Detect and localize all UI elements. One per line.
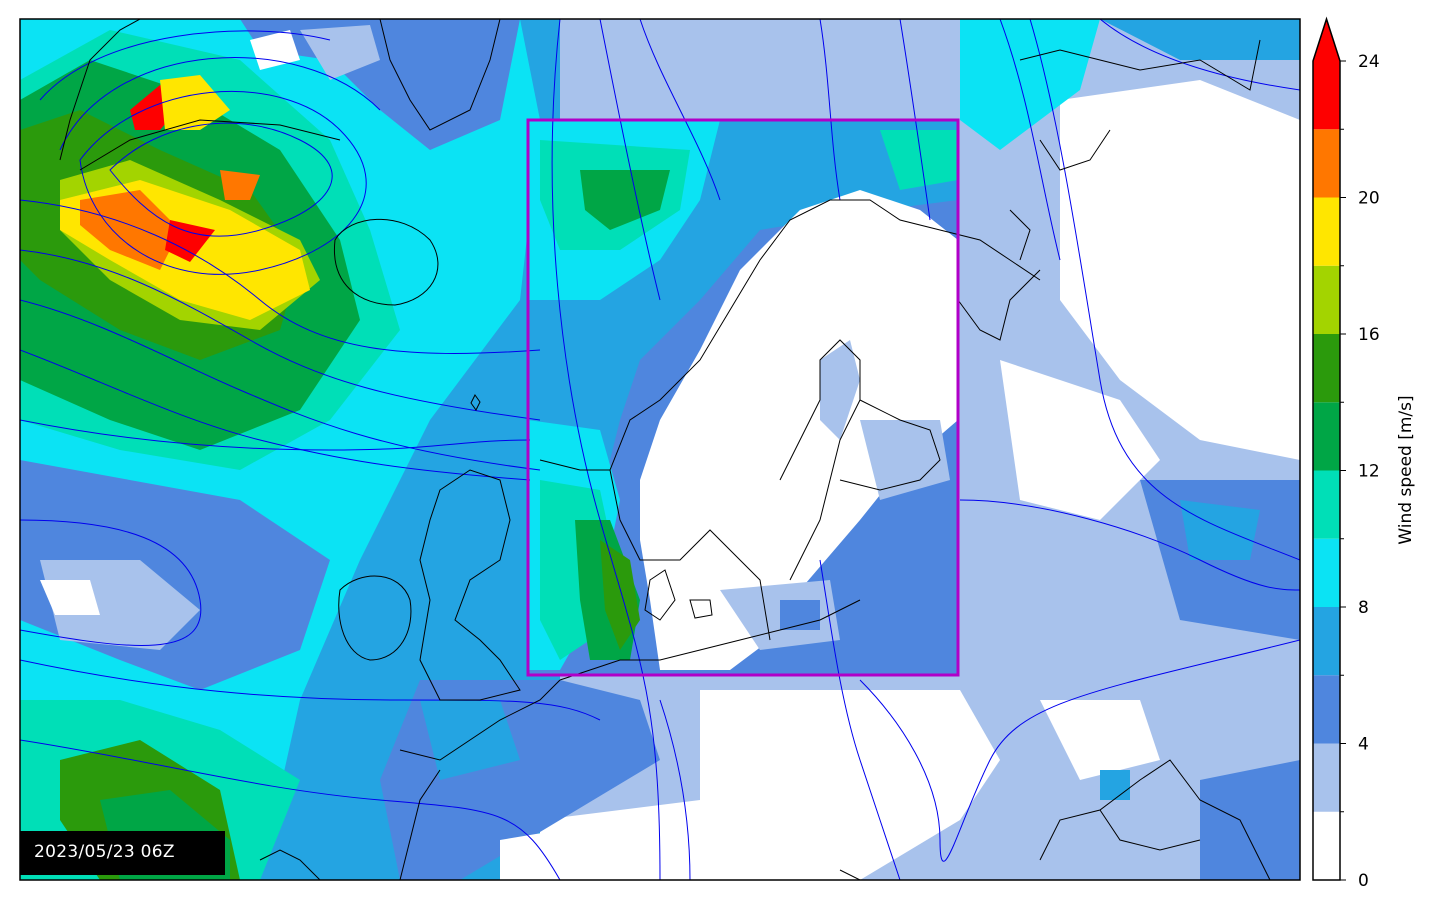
colorbar-bin-1 xyxy=(1313,743,1340,812)
colorbar-bin-4 xyxy=(1313,538,1340,607)
colorbar-tick-label: 0 xyxy=(1358,871,1369,891)
isobars xyxy=(20,19,1300,880)
colorbar-bin-0 xyxy=(1313,811,1340,880)
colorbar-bin-2 xyxy=(1313,675,1340,744)
colorbar-tick-label: 8 xyxy=(1358,598,1369,618)
colorbar-outline xyxy=(1312,16,1341,881)
colorbar-bin-10 xyxy=(1313,129,1340,198)
colorbar-bin-3 xyxy=(1313,607,1340,676)
colorbar-tick-label: 16 xyxy=(1358,325,1380,345)
colorbar-bin-9 xyxy=(1313,197,1340,266)
colorbar: 0 4 8 12 16 20 24 Wind speed [m/s] xyxy=(1312,16,1416,891)
colorbar-extend-arrow xyxy=(1313,19,1340,61)
timestamp-text: 2023/05/23 06Z xyxy=(34,842,175,862)
colorbar-tick-label: 4 xyxy=(1358,735,1369,755)
colorbar-tick-label: 12 xyxy=(1358,462,1380,482)
colorbar-tick-label: 20 xyxy=(1358,189,1380,209)
wind-field xyxy=(20,19,1300,880)
colorbar-title: Wind speed [m/s] xyxy=(1396,395,1416,544)
coastlines xyxy=(59,19,1271,880)
timestamp-label: 2023/05/23 06Z xyxy=(20,831,225,875)
colorbar-tick-label: 24 xyxy=(1358,52,1380,72)
colorbar-bin-8 xyxy=(1313,265,1340,334)
colorbar-bin-6 xyxy=(1313,402,1340,471)
map-frame xyxy=(19,18,1301,881)
domain-box xyxy=(526,118,960,677)
colorbar-bin-7 xyxy=(1313,334,1340,403)
colorbar-bin-5 xyxy=(1313,470,1340,539)
colorbar-bin-11 xyxy=(1313,61,1340,130)
